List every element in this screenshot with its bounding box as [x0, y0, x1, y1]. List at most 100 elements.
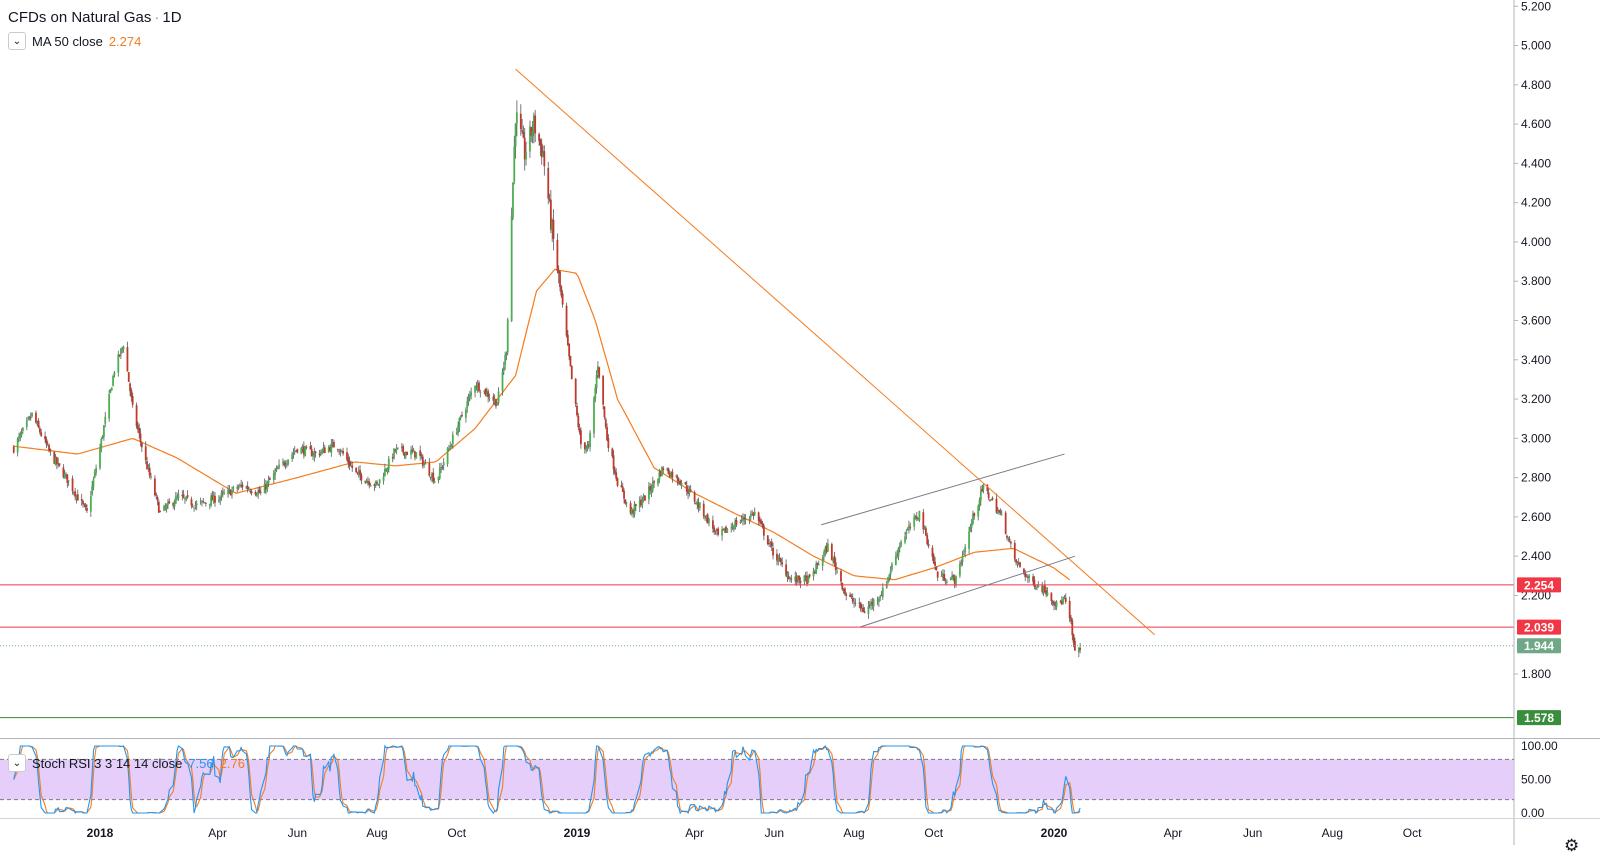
- candle-436: [812, 567, 815, 581]
- candle-555: [1028, 574, 1031, 583]
- candle-246: [465, 407, 467, 423]
- candle-39: [84, 503, 87, 511]
- candle-275: [515, 100, 518, 137]
- candle-312: [585, 444, 588, 454]
- candle-298: [559, 270, 561, 292]
- candle-130: [250, 489, 253, 496]
- candle-570: [1055, 600, 1058, 611]
- candle-322: [603, 406, 606, 420]
- candle-49: [103, 424, 105, 441]
- candle-204: [386, 467, 389, 475]
- candle-143: [275, 465, 278, 473]
- candle-114: [221, 487, 224, 498]
- candle-370: [689, 485, 692, 493]
- candle-146: [282, 458, 284, 467]
- stoch-rsi-legend[interactable]: ⌄ Stoch RSI 3 3 14 14 close 7.56 2.76: [8, 754, 245, 772]
- y-tick-label: 3.000: [1521, 431, 1551, 445]
- candle-122: [237, 484, 240, 491]
- candle-227: [429, 476, 432, 481]
- candle-31: [71, 475, 74, 495]
- candle-250: [470, 387, 473, 400]
- candle-428: [796, 575, 799, 584]
- candle-514: [953, 574, 956, 589]
- candle-110: [214, 492, 216, 507]
- candle-219: [414, 451, 416, 461]
- candle-191: [364, 480, 367, 485]
- candle-339: [633, 501, 636, 518]
- candle-123: [238, 483, 241, 488]
- candle-414: [770, 538, 773, 551]
- candle-512: [951, 571, 953, 581]
- candle-363: [678, 477, 680, 486]
- candle-542: [1006, 534, 1008, 541]
- candle-229: [432, 468, 435, 485]
- candle-534: [990, 498, 993, 501]
- candle-183: [348, 456, 351, 470]
- candle-417: [777, 554, 780, 566]
- candle-551: [1023, 568, 1025, 576]
- candle-446: [830, 542, 833, 561]
- candle-97: [191, 503, 194, 508]
- chart-title[interactable]: CFDs on Natural Gas · 1D: [8, 9, 182, 26]
- candle-437: [813, 569, 816, 574]
- candle-541: [1004, 511, 1007, 535]
- candle-510: [945, 579, 948, 585]
- chevron-down-icon[interactable]: ⌄: [8, 32, 26, 50]
- candle-325: [607, 434, 610, 452]
- candle-136: [263, 478, 266, 494]
- candle-321: [602, 375, 605, 410]
- candle-523: [970, 518, 973, 533]
- candle-30: [67, 480, 70, 487]
- candle-451: [840, 568, 842, 586]
- candle-445: [827, 538, 829, 552]
- candle-276: [519, 104, 522, 136]
- candle-457: [850, 593, 853, 600]
- candle-471: [876, 596, 879, 606]
- gear-icon[interactable]: ⚙: [1564, 836, 1580, 855]
- stoch-rsi-label: Stoch RSI 3 3 14 14 close: [32, 755, 183, 771]
- candle-367: [685, 480, 688, 496]
- candle-419: [779, 557, 782, 566]
- level-label: 1.578: [1524, 711, 1554, 725]
- candle-87: [173, 499, 176, 511]
- candle-383: [714, 530, 717, 535]
- candle-272: [512, 181, 514, 221]
- candle-226: [428, 457, 431, 477]
- candle-249: [468, 390, 471, 402]
- candle-486: [904, 531, 906, 545]
- candle-421: [785, 559, 787, 578]
- y-tick-label: 4.400: [1521, 156, 1551, 170]
- ma-legend[interactable]: ⌄ MA 50 close 2.274: [8, 32, 141, 50]
- candle-564: [1045, 586, 1048, 598]
- candle-233: [440, 462, 442, 473]
- candle-244: [459, 415, 462, 421]
- candle-535: [991, 496, 994, 501]
- candle-271: [510, 207, 513, 323]
- candle-356: [666, 467, 669, 472]
- candle-142: [274, 467, 277, 481]
- candle-46: [99, 443, 101, 470]
- candle-162: [310, 444, 313, 457]
- candle-490: [909, 522, 912, 531]
- candle-32: [72, 491, 75, 496]
- chevron-down-icon[interactable]: ⌄: [8, 754, 26, 772]
- candle-331: [620, 480, 623, 488]
- level-badge-2.039: [1517, 619, 1561, 635]
- candle-140: [268, 476, 271, 480]
- candle-458: [851, 593, 854, 605]
- candle-385: [717, 527, 720, 537]
- candle-37: [82, 499, 84, 508]
- candle-166: [318, 449, 321, 458]
- ma-value: 2.274: [108, 33, 142, 49]
- candle-177: [338, 448, 341, 455]
- candle-371: [693, 490, 696, 505]
- candle-99: [194, 500, 197, 510]
- candle-477: [887, 576, 889, 584]
- candle-188: [357, 466, 360, 478]
- candle-536: [995, 493, 998, 514]
- candle-286: [538, 132, 541, 147]
- candle-33: [74, 487, 77, 501]
- candle-88: [174, 491, 177, 505]
- candle-533: [989, 499, 991, 502]
- candle-257: [484, 388, 487, 397]
